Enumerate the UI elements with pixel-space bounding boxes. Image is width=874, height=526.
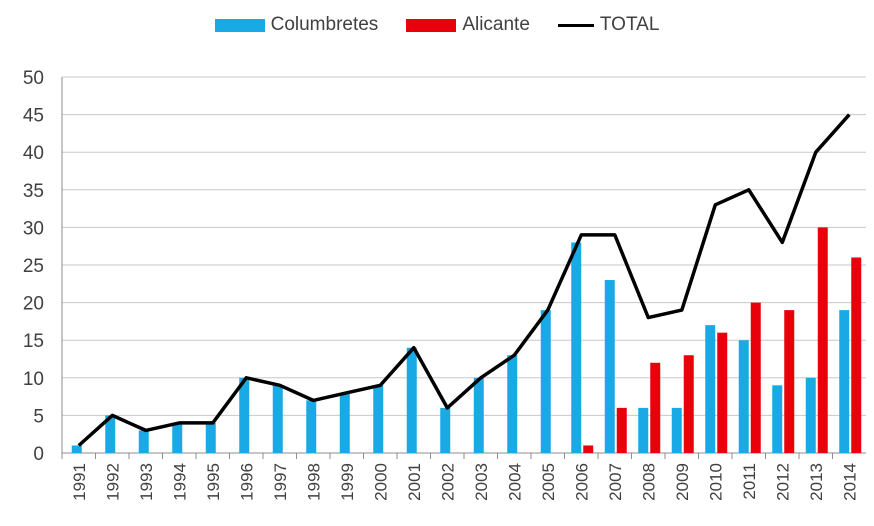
bar-columbretes xyxy=(205,422,216,453)
x-tick-label: 2009 xyxy=(673,463,692,501)
x-tick-label: 1991 xyxy=(70,463,89,501)
bar-columbretes xyxy=(671,407,682,453)
y-axis: 0 5 10 15 20 25 30 35 40 45 50 xyxy=(23,68,63,465)
y-tick-label: 25 xyxy=(23,256,44,277)
bar-alicante xyxy=(750,302,761,453)
bar-columbretes xyxy=(839,310,850,453)
bar-columbretes xyxy=(772,385,783,453)
y-tick-label: 35 xyxy=(23,181,44,202)
bar-columbretes xyxy=(738,340,749,453)
legend-item-alicante: Alicante xyxy=(406,14,530,36)
legend-swatch-total xyxy=(557,23,594,27)
legend-label-columbretes: Columbretes xyxy=(270,14,379,35)
bar-columbretes xyxy=(604,280,615,453)
legend: Columbretes Alicante TOTAL xyxy=(0,14,874,36)
legend-item-total: TOTAL xyxy=(557,14,660,36)
x-tick-label: 1996 xyxy=(237,463,256,501)
bar-columbretes xyxy=(571,242,582,453)
x-tick-label: 2000 xyxy=(371,463,390,501)
x-tick-label: 2010 xyxy=(706,463,725,501)
x-tick-label: 1992 xyxy=(103,463,122,501)
bar-columbretes xyxy=(272,385,283,453)
x-tick-label: 2005 xyxy=(539,463,558,501)
bar-alicante xyxy=(817,227,828,453)
bar-columbretes xyxy=(705,325,716,453)
bar-columbretes xyxy=(473,377,484,453)
series-line-total xyxy=(77,113,851,447)
bar-columbretes xyxy=(105,415,116,453)
x-tick-label: 2003 xyxy=(472,463,491,501)
x-tick-label: 1997 xyxy=(271,463,290,501)
x-tick-label: 2007 xyxy=(606,463,625,501)
bar-columbretes xyxy=(172,422,183,453)
x-tick-label: 1999 xyxy=(338,463,357,501)
bar-alicante xyxy=(717,332,728,453)
y-tick-label: 15 xyxy=(23,331,44,352)
legend-swatch-alicante xyxy=(406,18,457,32)
bar-columbretes xyxy=(373,385,384,453)
legend-item-columbretes: Columbretes xyxy=(214,14,379,36)
x-tick-label: 2013 xyxy=(807,463,826,501)
y-tick-label: 40 xyxy=(23,143,44,164)
x-tick-label: 2001 xyxy=(405,463,424,501)
bar-columbretes xyxy=(138,430,149,453)
x-tick-label: 2006 xyxy=(572,463,591,501)
bar-alicante xyxy=(650,362,661,453)
y-tick-label: 5 xyxy=(33,406,44,427)
bar-columbretes xyxy=(306,400,317,453)
x-tick-label: 2011 xyxy=(740,463,759,500)
x-tick-label: 2014 xyxy=(840,463,859,501)
bars xyxy=(71,227,862,453)
bar-alicante xyxy=(616,407,627,453)
bar-alicante xyxy=(784,310,795,453)
bar-columbretes xyxy=(638,407,649,453)
bar-columbretes xyxy=(406,347,417,453)
x-tick-label: 2008 xyxy=(639,463,658,501)
bar-columbretes xyxy=(507,355,518,453)
gridlines xyxy=(62,76,866,454)
y-tick-label: 45 xyxy=(23,106,44,127)
legend-label-alicante: Alicante xyxy=(462,14,530,35)
x-tick-label: 1994 xyxy=(170,463,189,501)
bar-alicante xyxy=(851,257,862,453)
bar-columbretes xyxy=(540,310,551,453)
x-tick-label: 2004 xyxy=(505,463,524,501)
y-tick-label: 10 xyxy=(23,369,44,390)
x-tick-label: 1995 xyxy=(204,463,223,501)
x-tick-label: 2002 xyxy=(438,463,457,501)
bar-columbretes xyxy=(440,407,451,453)
y-tick-label: 30 xyxy=(23,218,44,239)
x-tick-label: 1993 xyxy=(137,463,156,501)
x-tick-label: 1998 xyxy=(304,463,323,501)
y-tick-label: 50 xyxy=(23,68,44,89)
y-tick-label: 0 xyxy=(33,444,44,465)
total-line xyxy=(77,113,851,447)
bar-alicante xyxy=(583,445,594,453)
bar-columbretes xyxy=(805,377,816,453)
bar-columbretes xyxy=(71,445,82,453)
bar-columbretes xyxy=(339,392,350,453)
legend-label-total: TOTAL xyxy=(599,14,660,35)
x-axis: 1991 1992 1993 1994 1995 1996 1997 1998 1999 2000… xyxy=(61,453,859,501)
y-tick-label: 20 xyxy=(23,294,44,315)
legend-swatch-columbretes xyxy=(214,18,265,32)
bar-alicante xyxy=(683,355,694,453)
bar-columbretes xyxy=(239,377,250,453)
x-tick-label: 2012 xyxy=(773,463,792,501)
